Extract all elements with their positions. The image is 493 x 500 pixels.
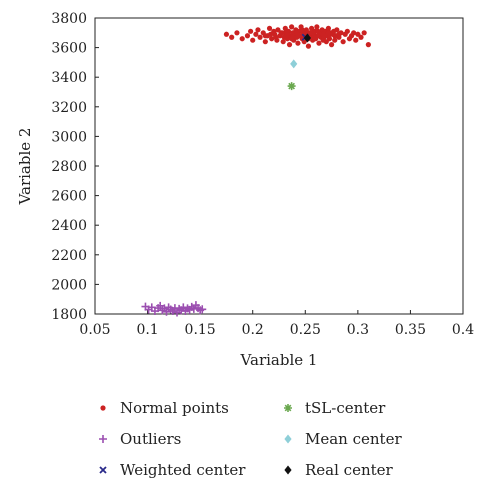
normal-points-point <box>255 27 261 33</box>
normal-points-point <box>358 34 364 40</box>
normal-points-point <box>239 36 245 42</box>
normal-points-point <box>325 25 332 31</box>
x-tick-label: 0.1 <box>136 322 158 338</box>
normal-points-point <box>332 37 338 43</box>
mean-center-point <box>290 59 298 69</box>
y-tick-label: 3400 <box>51 70 87 86</box>
data-points <box>141 24 371 317</box>
x-tick-label: 0.2 <box>242 322 264 338</box>
normal-points-point <box>304 30 310 36</box>
y-tick-label: 1800 <box>51 307 87 323</box>
normal-points-point <box>266 25 273 31</box>
normal-points-point <box>340 39 346 45</box>
legend-weighted-center-icon <box>99 466 107 474</box>
legend-entry-normal-points: Normal points <box>120 399 229 417</box>
x-tick-label: 0.35 <box>395 322 426 338</box>
x-tick-label: 0.3 <box>347 322 369 338</box>
legend: Normal points Outliers Weighted center tSL-… <box>99 399 402 479</box>
x-tick-label: 0.15 <box>185 322 216 338</box>
real-center-point <box>303 33 311 43</box>
outliers-point <box>198 305 207 314</box>
normal-points-point <box>257 34 263 40</box>
x-tick-label: 0.25 <box>290 322 321 338</box>
x-tick-label: 0.4 <box>452 322 474 338</box>
y-axis-label: Variable 2 <box>16 128 34 206</box>
normal-points-point <box>273 34 279 40</box>
normal-points-point <box>250 37 256 43</box>
normal-points-point <box>328 42 335 48</box>
legend-entry-mean-center: Mean center <box>305 430 402 448</box>
normal-points-point <box>244 33 251 39</box>
y-axis: 1800 2000 2200 2400 2600 2800 3000 3200 3400 3600… <box>51 11 99 323</box>
normal-points-point <box>311 34 317 40</box>
normal-points-point <box>305 43 312 49</box>
normal-points-point <box>289 36 295 42</box>
x-tick-label: 0.05 <box>79 322 110 338</box>
legend-entry-outliers: Outliers <box>120 430 181 448</box>
normal-points-point <box>353 37 359 43</box>
legend-normal-points-icon <box>100 405 106 411</box>
legend-entry-weighted-center: Weighted center <box>120 461 246 479</box>
normal-points-point <box>253 31 259 37</box>
normal-points-point <box>314 24 320 30</box>
normal-points-point <box>267 31 274 37</box>
y-tick-label: 2800 <box>51 159 87 175</box>
y-tick-label: 2200 <box>51 248 87 264</box>
y-tick-label: 3600 <box>51 41 87 57</box>
normal-points-point <box>334 27 340 33</box>
normal-points-point <box>279 30 285 36</box>
normal-points-point <box>320 31 326 37</box>
y-tick-label: 2600 <box>51 189 87 205</box>
legend-mean-center-icon <box>284 434 292 444</box>
normal-points-point <box>315 28 321 34</box>
normal-points-point <box>299 27 305 33</box>
normal-points-point <box>283 28 289 34</box>
normal-points-point <box>316 40 322 46</box>
normal-points-point <box>269 36 275 42</box>
legend-real-center-icon <box>284 465 292 475</box>
legend-tsl-center-icon <box>284 404 292 412</box>
x-axis: 0.05 0.1 0.15 0.2 0.25 0.3 0.35 0.4 <box>79 310 474 338</box>
normal-points-point <box>361 30 367 36</box>
normal-points-point <box>310 30 316 36</box>
normal-points-point <box>295 40 301 46</box>
normal-points-point <box>325 30 332 36</box>
legend-entry-real-center: Real center <box>305 461 394 479</box>
normal-points-point <box>286 42 293 48</box>
legend-entry-tsl-center: tSL-center <box>305 399 386 417</box>
normal-points-point <box>248 28 254 34</box>
y-tick-label: 3200 <box>51 100 87 116</box>
plot-frame <box>94 17 464 315</box>
normal-points-point <box>229 34 235 40</box>
legend-outliers-icon <box>99 435 107 443</box>
tsl-center-point <box>287 82 296 91</box>
normal-points-point <box>332 33 338 39</box>
y-tick-label: 2400 <box>51 218 87 234</box>
normal-points-point <box>234 30 240 36</box>
normal-points-point <box>262 33 268 39</box>
normal-points-point <box>262 39 268 45</box>
normal-points-point <box>326 36 333 42</box>
outliers-point <box>156 301 165 310</box>
normal-points-point <box>336 31 342 37</box>
x-axis-label: Variable 1 <box>240 351 318 369</box>
normal-points-point <box>223 31 230 37</box>
y-tick-label: 2000 <box>51 277 87 293</box>
normal-points-point <box>289 24 295 30</box>
normal-points-point <box>365 42 371 48</box>
normal-points-point <box>294 30 300 36</box>
normal-points-point <box>344 28 350 34</box>
y-tick-label: 3800 <box>51 11 87 27</box>
y-tick-label: 3000 <box>51 129 87 145</box>
normal-points-point <box>280 39 286 45</box>
normal-points-point <box>351 30 357 36</box>
